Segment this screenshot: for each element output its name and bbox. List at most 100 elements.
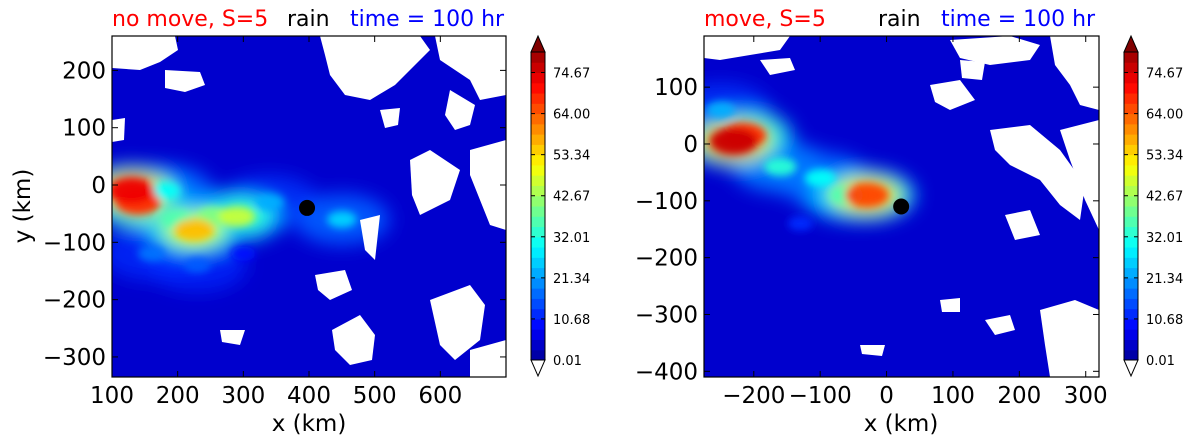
colorbar-extend-max (530, 34, 546, 53)
colorbar-segment (1124, 277, 1138, 289)
colorbar-segment (531, 298, 545, 310)
colorbar-segment (1124, 288, 1138, 299)
colorbar-left: 0.01 10.68 21.34 32.01 42.67 53.34 64.00 74.67 (530, 34, 590, 378)
colorbar-segment (1124, 236, 1138, 248)
y-tick-label: 0 (683, 132, 698, 158)
colorbar-tick-label: 53.34 (1146, 149, 1183, 164)
colorbar-segment (1124, 72, 1138, 84)
y-tick-label: 200 (62, 58, 106, 84)
rain-core (112, 178, 155, 204)
rain-core (137, 246, 165, 262)
colorbar-segment (531, 144, 545, 156)
colorbar-tick-label: 10.68 (553, 313, 590, 328)
colorbar-segment (1124, 257, 1138, 269)
colorbar-segment (531, 93, 545, 104)
colorbar-segment (531, 226, 545, 238)
colorbar-segment (1124, 339, 1138, 351)
colorbar-segment (531, 206, 545, 217)
y-tick-label: 100 (62, 116, 106, 142)
colorbar-segment (1124, 62, 1138, 74)
colorbar-segment (531, 134, 545, 145)
colorbar-segment (1124, 82, 1138, 94)
colorbar-segment (531, 52, 545, 63)
colorbar-segment (531, 82, 545, 94)
title-right-time: time = 100 hr (941, 7, 1096, 32)
colorbar-segment (1124, 93, 1138, 104)
colorbar-tick-label: 32.01 (553, 231, 590, 246)
colorbar-segment (531, 72, 545, 84)
x-tick-label: 200 (997, 383, 1041, 409)
colorbar-segment (531, 339, 545, 351)
colorbar-segment (531, 103, 545, 115)
colorbar-segment (1124, 52, 1138, 63)
x-tick-label: 100 (931, 383, 975, 409)
title-left-red: no move, S=5 (112, 7, 268, 32)
colorbar-segment (1124, 185, 1138, 197)
colorbar-segment (531, 62, 545, 74)
colorbar-extend-max (1123, 34, 1139, 53)
colorbar-right: 0.01 10.68 21.34 32.01 42.67 53.34 64.00 74.67 (1123, 34, 1183, 378)
rain-core (710, 128, 758, 154)
colorbar-frame (530, 51, 546, 361)
y-tick-label: −200 (635, 246, 698, 272)
colorbar-segment (1124, 308, 1138, 320)
colorbar-segment (1124, 113, 1138, 125)
storm-center-marker-right (893, 198, 910, 215)
x-tick-label: 0 (879, 383, 894, 409)
y-axis-label-left: y (km) (10, 169, 36, 244)
colorbar-tick-label: 53.34 (553, 149, 590, 164)
rain-core (184, 257, 211, 273)
colorbar-segment (1124, 349, 1138, 361)
y-tick-label: −400 (635, 359, 698, 385)
colorbar-segment (1124, 154, 1138, 166)
colorbar-tick-label: 21.34 (1146, 272, 1183, 287)
rain-core (173, 218, 215, 241)
x-tick-label: 500 (353, 383, 397, 409)
rain-cores-right (706, 101, 889, 231)
x-tick-label: 600 (418, 383, 462, 409)
colorbar-segment (531, 154, 545, 166)
x-tick-label: 400 (287, 383, 331, 409)
storm-center-marker-left (299, 199, 316, 216)
colorbar-extend-min (530, 359, 546, 378)
colorbar-segment (531, 318, 545, 330)
x-tick-label: 300 (1064, 383, 1108, 409)
rain-core (231, 246, 256, 261)
plot-area-right (704, 36, 1099, 377)
colorbar-segment (531, 185, 545, 197)
y-tick-label: −300 (635, 302, 698, 328)
colorbar-segment (531, 195, 545, 207)
colorbar-segment (531, 308, 545, 320)
y-tick-label: 100 (654, 75, 698, 101)
colorbar-segment (1124, 247, 1138, 258)
colorbar-segment (1124, 103, 1138, 115)
colorbar-segment (1124, 123, 1138, 135)
colorbar-segment (1124, 195, 1138, 207)
colorbar-segment (1124, 164, 1138, 176)
colorbar-segment (531, 257, 545, 269)
x-tick-label: 100 (90, 383, 134, 409)
colorbar-segment (531, 288, 545, 299)
colorbar-tick-label: 64.00 (553, 108, 590, 123)
colorbar-segment (531, 349, 545, 361)
title-right-variable: rain (878, 7, 921, 32)
colorbar-segment (531, 123, 545, 135)
no-data-regions-left (112, 36, 506, 377)
colorbar-segment (531, 113, 545, 125)
colorbar-segment (1124, 226, 1138, 238)
colorbar-tick-label: 10.68 (1146, 313, 1183, 328)
colorbar-segment (531, 236, 545, 248)
colorbar-segment (531, 329, 545, 340)
colorbar-segment (1124, 144, 1138, 156)
colorbar-segment (1124, 267, 1138, 279)
panel-left: no move, S=5 rain time = 100 hr (10, 7, 590, 437)
plot-area-left (112, 36, 506, 377)
rain-core (326, 210, 357, 228)
colorbar-segment (1124, 329, 1138, 340)
title-left-time: time = 100 hr (350, 7, 505, 32)
colorbar-segment (1124, 318, 1138, 330)
rain-cores-left (112, 178, 357, 273)
colorbar-tick-label: 32.01 (1146, 231, 1183, 246)
colorbar-segment (531, 216, 545, 228)
